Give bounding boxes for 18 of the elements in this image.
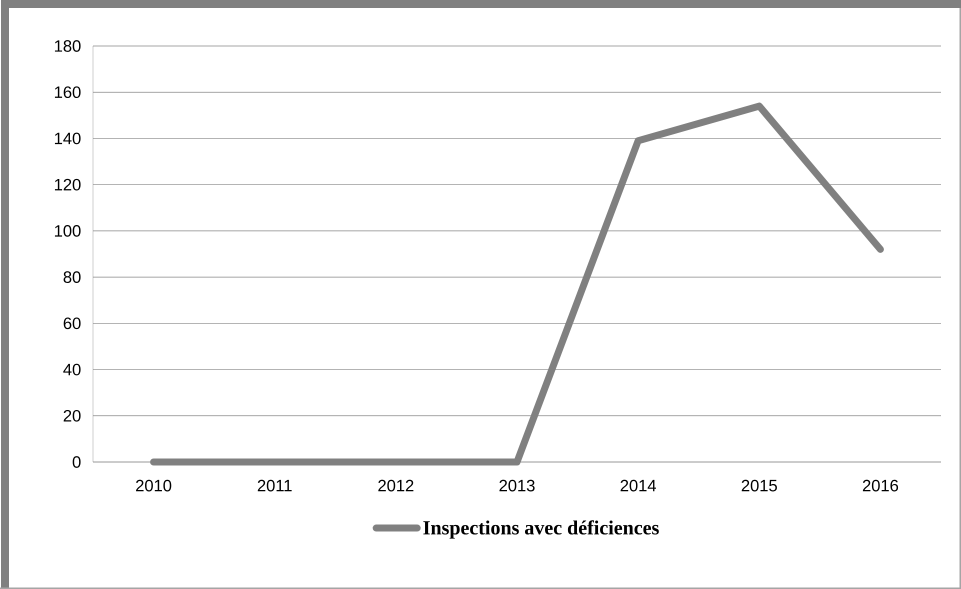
y-tick-label: 60 (64, 317, 81, 330)
y-tick-label: 20 (64, 410, 81, 422)
x-tick-label: 2010 (136, 480, 172, 492)
x-tick-label: 2014 (620, 480, 656, 492)
x-tick-label: 2012 (378, 480, 414, 492)
x-tick-label: 2013 (499, 480, 535, 492)
y-tick-label: 100 (54, 225, 81, 237)
y-tick-label: 140 (54, 132, 81, 144)
y-tick-label: 0 (72, 456, 81, 468)
legend-label: Inspections avec déficiences (423, 520, 659, 539)
y-tick-label: 80 (64, 271, 81, 283)
y-tick-label: 180 (54, 40, 81, 52)
x-tick-label: 2015 (742, 480, 777, 492)
x-tick-label: 2016 (862, 480, 898, 492)
x-tick-label: 2011 (258, 480, 292, 492)
y-tick-label: 40 (63, 364, 81, 376)
y-tick-label: 160 (54, 86, 81, 98)
y-tick-label: 120 (54, 178, 81, 190)
